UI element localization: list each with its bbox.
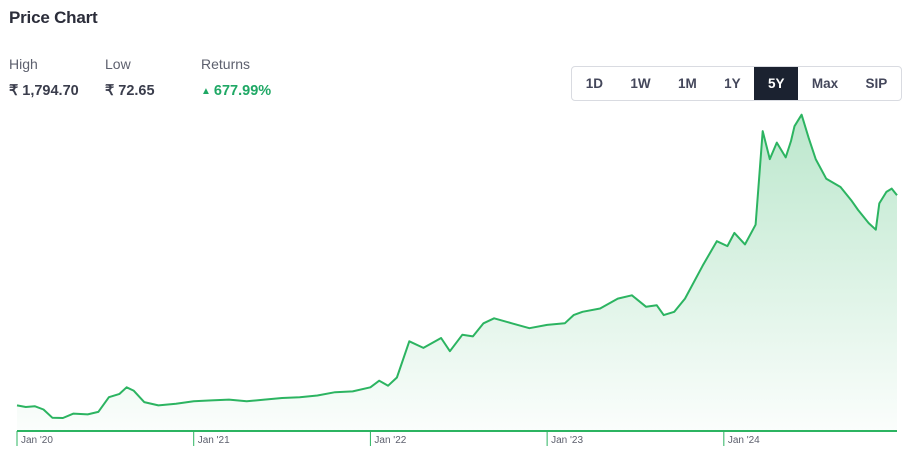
high-stat: High ₹ 1,794.70 [9,56,79,99]
x-tick-label: Jan '23 [551,435,583,446]
range-sip-button[interactable]: SIP [865,76,888,91]
high-value: ₹ 1,794.70 [9,83,79,99]
returns-value-text: 677.99% [213,83,272,99]
range-5y-button[interactable]: 5Y [754,67,799,100]
range-1y-button[interactable]: 1Y [724,76,741,91]
returns-value: ▲ 677.99% [201,83,271,99]
low-stat: Low ₹ 72.65 [105,56,155,99]
x-axis-ticks: Jan '20 Jan '21 Jan '22 Jan '23 Jan '24 [16,431,760,446]
time-range-selector: 1D 1W 1M 1Y 5Y Max SIP [571,66,902,101]
range-max-button[interactable]: Max [811,76,839,91]
returns-stat: Returns ▲ 677.99% [201,56,271,99]
range-1m-button[interactable]: 1M [677,76,697,91]
x-tick-label: Jan '24 [728,435,760,446]
range-1d-button[interactable]: 1D [585,76,603,91]
price-area [17,114,897,430]
returns-label: Returns [201,56,251,72]
up-triangle-icon: ▲ [201,86,211,97]
high-label: High [9,56,38,72]
range-1w-button[interactable]: 1W [630,76,651,91]
low-label: Low [105,56,131,72]
x-tick-label: Jan '22 [374,435,406,446]
x-tick-label: Jan '20 [21,435,53,446]
price-line [16,113,898,419]
page-title: Price Chart [9,8,98,27]
low-value: ₹ 72.65 [105,83,155,99]
x-tick-label: Jan '21 [198,435,230,446]
